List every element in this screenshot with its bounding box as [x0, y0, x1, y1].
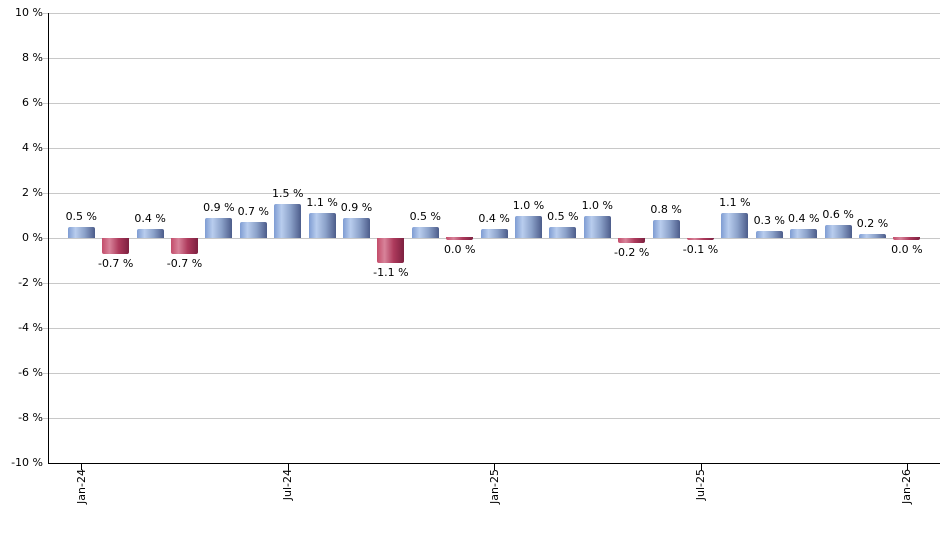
bar — [308, 213, 336, 238]
bar — [687, 238, 714, 241]
x-axis-label: Jul-25 — [694, 469, 707, 501]
x-axis-tick — [494, 464, 496, 470]
bar-value-label: 0.5 % — [65, 209, 98, 223]
gridline — [48, 13, 940, 14]
bar-value-label: 0.0 % — [891, 243, 923, 256]
gridline — [48, 148, 940, 149]
bar-value-label: 0.9 % — [203, 200, 235, 214]
bar — [583, 215, 611, 238]
gridline — [48, 58, 940, 59]
bar-value-label: -0.1 % — [682, 243, 719, 257]
bar — [205, 217, 233, 238]
bar — [446, 237, 474, 240]
y-axis-label: -2 % — [18, 276, 43, 289]
y-axis-label: 8 % — [22, 51, 43, 64]
x-axis-tick — [906, 464, 908, 470]
bar — [274, 204, 302, 238]
bar — [515, 215, 542, 238]
x-axis-label: Jan-26 — [900, 469, 914, 504]
x-axis-tick — [700, 464, 702, 470]
y-axis-tick — [43, 193, 48, 194]
bar-value-label: 0.8 % — [650, 203, 682, 216]
bar-value-label: -0.7 % — [166, 256, 203, 270]
gridline — [48, 418, 940, 419]
bar-value-label: -0.2 % — [613, 245, 650, 259]
y-axis-label: -6 % — [18, 366, 43, 379]
bar — [171, 238, 198, 254]
bar — [343, 217, 370, 238]
y-axis-label: 2 % — [22, 186, 43, 199]
y-axis-tick — [43, 373, 48, 374]
gridline — [48, 238, 940, 239]
bar — [480, 229, 508, 238]
bar-value-label: 1.0 % — [581, 198, 614, 212]
y-axis-tick — [43, 328, 48, 329]
bar — [790, 229, 818, 238]
bar-value-label: 0.4 % — [478, 212, 510, 225]
bar — [136, 229, 164, 238]
bar-value-label: 1.5 % — [271, 187, 304, 201]
bar-value-label: 1.1 % — [719, 196, 751, 210]
bar-value-label: 0.2 % — [856, 216, 889, 230]
bar-value-label: -0.7 % — [97, 256, 134, 270]
bar — [859, 233, 886, 238]
bar-value-label: 0.5 % — [409, 209, 442, 223]
bar-value-label: 0.4 % — [787, 212, 820, 225]
x-axis-line — [48, 463, 940, 464]
y-axis-tick — [43, 148, 48, 149]
y-axis-tick — [43, 58, 48, 59]
bar-value-label: 1.0 % — [512, 198, 545, 212]
bar — [893, 237, 921, 240]
bar — [549, 226, 577, 238]
bar-value-label: 0.3 % — [753, 214, 786, 228]
bar — [377, 238, 405, 263]
bar — [618, 238, 646, 243]
bar-value-label: 0.9 % — [340, 200, 373, 214]
y-axis-label: 4 % — [22, 141, 43, 154]
bar — [411, 226, 439, 238]
y-axis-label: 6 % — [22, 96, 43, 109]
x-axis-tick — [81, 464, 83, 470]
y-axis-tick — [43, 238, 48, 239]
bar-value-label: 0.0 % — [443, 243, 476, 256]
gridline — [48, 328, 940, 329]
bar-value-label: 0.6 % — [822, 207, 854, 221]
bar-value-label: 0.4 % — [134, 212, 166, 225]
gridline — [48, 283, 940, 284]
y-axis-label: -4 % — [18, 321, 43, 334]
y-axis-tick — [43, 103, 48, 104]
y-axis-tick — [43, 418, 48, 419]
gridline — [48, 373, 940, 374]
y-axis-label: -8 % — [18, 411, 43, 424]
bar-value-label: 0.5 % — [547, 209, 579, 223]
x-axis-label: Jul-24 — [281, 469, 295, 501]
y-axis-label: 0 % — [22, 231, 43, 244]
bar — [824, 224, 852, 238]
bar-value-label: 1.1 % — [306, 196, 338, 210]
bar — [721, 213, 749, 238]
bar — [239, 222, 267, 238]
x-axis-label: Jan-25 — [487, 469, 501, 504]
x-axis-label: Jan-24 — [74, 469, 88, 504]
gridline — [48, 193, 940, 194]
bar — [102, 238, 130, 254]
bar — [652, 220, 680, 238]
y-axis-line — [48, 13, 49, 464]
bar-value-label: 0.7 % — [237, 205, 270, 219]
bar — [67, 226, 95, 238]
x-axis-tick — [287, 464, 289, 470]
bar — [755, 231, 783, 238]
y-axis-tick — [43, 283, 48, 284]
y-axis-label: 10 % — [15, 6, 43, 19]
gridline — [48, 103, 940, 104]
y-axis-label: -10 % — [11, 456, 43, 469]
y-axis-tick — [43, 13, 48, 14]
bar-value-label: -1.1 % — [373, 265, 409, 279]
